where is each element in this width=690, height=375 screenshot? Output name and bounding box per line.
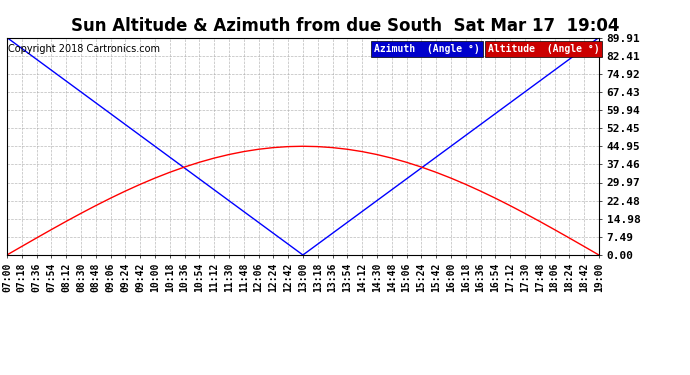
Text: Altitude  (Angle °): Altitude (Angle °) bbox=[488, 44, 599, 54]
Text: Copyright 2018 Cartronics.com: Copyright 2018 Cartronics.com bbox=[8, 44, 160, 54]
Text: Azimuth  (Angle °): Azimuth (Angle °) bbox=[374, 44, 480, 54]
Text: Sun Altitude & Azimuth from due South  Sat Mar 17  19:04: Sun Altitude & Azimuth from due South Sa… bbox=[71, 17, 619, 35]
